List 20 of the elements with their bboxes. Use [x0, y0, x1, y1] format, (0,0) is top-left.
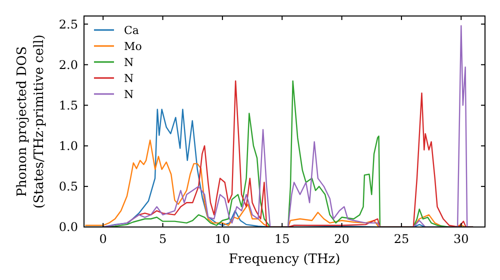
- x-tick-label: 5: [158, 232, 167, 246]
- x-tick-label: 0: [99, 232, 107, 246]
- y-axis-title: Phonon projected DOS (States/THz·primitive cell): [15, 34, 47, 209]
- y-tick-label: 2.5: [58, 17, 78, 32]
- legend-label: Mo: [124, 40, 142, 53]
- y-tick-label: 1.0: [58, 139, 78, 154]
- legend-label: N: [124, 72, 134, 85]
- legend-label: Ca: [124, 24, 140, 37]
- y-tick-label: 0.5: [58, 180, 78, 194]
- x-tick-label: 20: [334, 232, 350, 246]
- y-tick-label: 2.0: [58, 58, 78, 72]
- legend-label: N: [124, 56, 134, 69]
- x-tick-label: 15: [274, 232, 290, 246]
- y-tick-label: 0.0: [58, 220, 78, 234]
- y-tick-label: 1.5: [58, 98, 78, 112]
- x-axis-title: Frequency (THz): [228, 252, 340, 267]
- legend-label: N: [124, 88, 134, 101]
- x-tick-label: 30: [453, 232, 469, 246]
- x-tick-label: 25: [394, 232, 410, 246]
- x-tick-label: 10: [214, 232, 230, 246]
